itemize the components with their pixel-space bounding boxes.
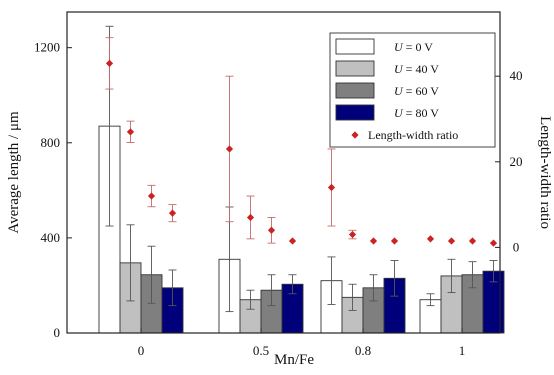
legend-items: U = 0 V U = 40 V U = 60 V U = 80 V Length-wi…: [335, 38, 458, 142]
y-right-tick-label: 20: [510, 154, 523, 169]
ratio-marker: [225, 145, 234, 153]
x-tick-label: 0.8: [355, 343, 371, 358]
y-right-tick-label: 0: [513, 239, 520, 254]
ratio-marker: [489, 239, 498, 247]
bars-layer: [98, 125, 505, 334]
legend-swatch: [335, 104, 375, 121]
legend-label: U = 40 V: [394, 62, 439, 76]
ratio-marker: [105, 59, 114, 67]
y-left-tick-label: 800: [41, 135, 61, 150]
legend-label: U = 60 V: [394, 84, 439, 98]
ratio-marker: [348, 230, 357, 239]
ratio-marker: [147, 192, 156, 200]
plot-frame: [66, 11, 501, 334]
ratio-marker: [426, 235, 435, 243]
ratio-marker: [468, 237, 477, 245]
ratio-marker: [390, 237, 399, 245]
legend-swatch: [335, 82, 375, 99]
legend-swatch: [335, 38, 375, 55]
legend-label: Length-width ratio: [368, 128, 458, 142]
x-axis-title: Mn/Fe: [274, 352, 314, 368]
legend-ratio-marker: [351, 131, 359, 139]
x-tick-label: 0.5: [253, 343, 269, 358]
y-axis-left-title: Average length / μm: [6, 111, 22, 234]
ratio-marker: [369, 237, 378, 245]
y-left-tick-label: 0: [54, 325, 61, 340]
ratio-marker: [447, 237, 456, 245]
legend: U = 0 V U = 40 V U = 60 V U = 80 V Length-wi…: [329, 32, 496, 148]
x-tick-label: 1: [459, 343, 466, 358]
y-axis-right-title: Length-width ratio: [537, 116, 553, 229]
y-left-tick-label: 400: [41, 230, 61, 245]
ratio-marker: [327, 183, 336, 192]
legend-swatch: [335, 60, 375, 77]
ratio-marker: [267, 226, 276, 234]
ratio-marker: [126, 128, 135, 136]
y-right-tick-label: 40: [510, 68, 523, 83]
ratio-markers-layer: [105, 37, 498, 247]
x-tick-label: 0: [138, 343, 145, 358]
ratio-marker: [246, 213, 255, 222]
error-bars-layer: [105, 25, 498, 313]
legend-label: U = 0 V: [394, 40, 433, 54]
ratio-marker: [168, 209, 177, 217]
y-left-tick-label: 1200: [34, 40, 60, 55]
legend-label: U = 80 V: [394, 106, 439, 120]
ratio-marker: [288, 237, 297, 245]
